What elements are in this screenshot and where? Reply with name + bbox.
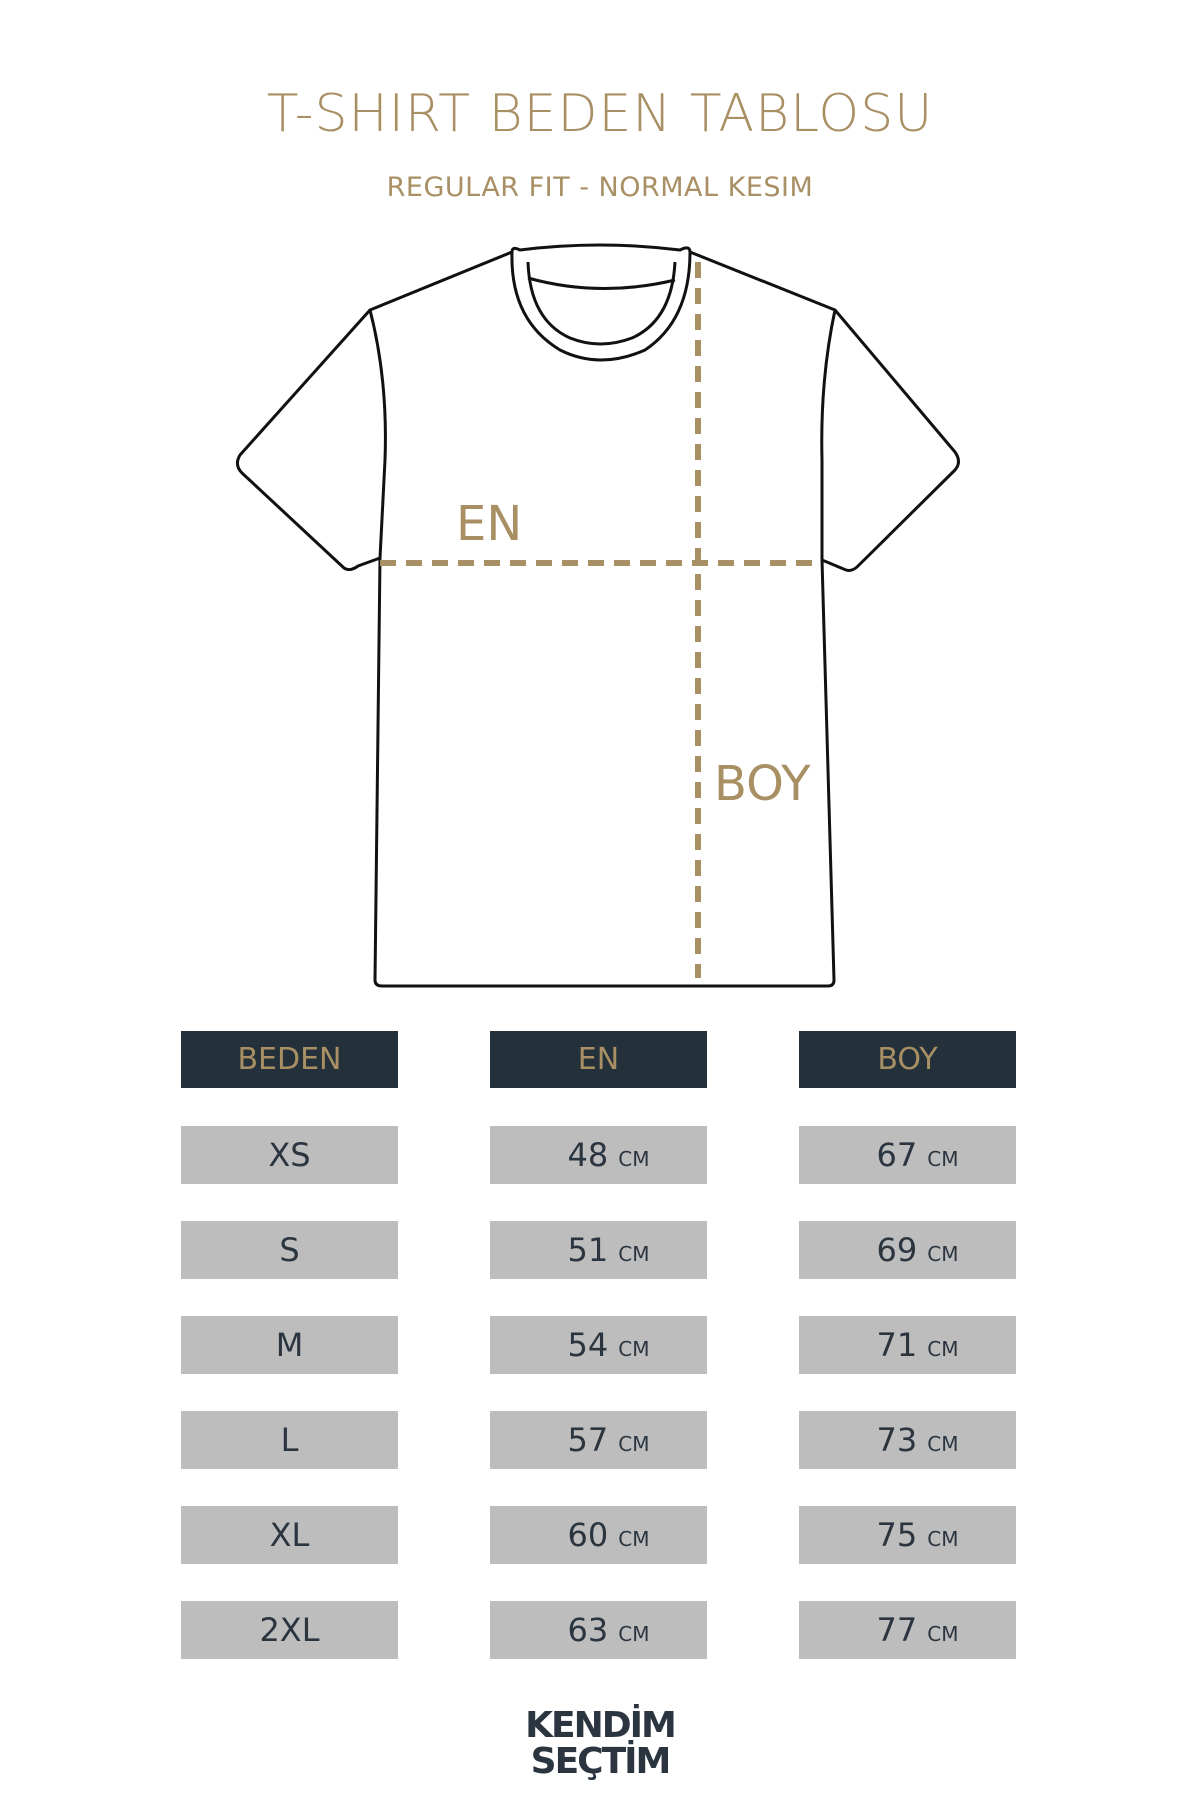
cell-value: L [280, 1421, 299, 1459]
table-cell-size: XL [181, 1506, 398, 1564]
cell-value: XS [268, 1136, 311, 1174]
table-cell-boy: 73 CM [799, 1411, 1016, 1469]
tshirt-diagram [235, 243, 960, 988]
table-cell-size: M [181, 1316, 398, 1374]
unit-label: CM [618, 1337, 650, 1361]
cell-value: XL [269, 1516, 310, 1554]
table-cell-size: L [181, 1411, 398, 1469]
brand-logo: KENDİM SEÇTİM [500, 1708, 700, 1780]
sleeve-seam-right [820, 309, 837, 560]
width-label: EN [456, 496, 523, 552]
collar-inner [526, 261, 677, 346]
table-cell-en: 63 CM [490, 1601, 707, 1659]
cell-value: 77 [876, 1611, 918, 1649]
tshirt-outline [235, 243, 960, 988]
header-boy: BOY [799, 1031, 1016, 1088]
cell-value: S [279, 1231, 300, 1269]
unit-label: CM [927, 1337, 959, 1361]
table-cell-en: 54 CM [490, 1316, 707, 1374]
table-cell-boy: 75 CM [799, 1506, 1016, 1564]
cell-value: 2XL [259, 1611, 320, 1649]
unit-label: CM [618, 1622, 650, 1646]
cell-value: 57 [567, 1421, 609, 1459]
table-cell-en: 48 CM [490, 1126, 707, 1184]
cell-value: 73 [876, 1421, 918, 1459]
table-cell-en: 57 CM [490, 1411, 707, 1469]
sleeve-seam-left [368, 309, 387, 559]
header-en: EN [490, 1031, 707, 1088]
collar-outer [510, 251, 692, 362]
unit-label: CM [618, 1432, 650, 1456]
unit-label: CM [927, 1622, 959, 1646]
cell-value: 51 [567, 1231, 609, 1269]
table-cell-en: 60 CM [490, 1506, 707, 1564]
unit-label: CM [927, 1147, 959, 1171]
unit-label: CM [618, 1147, 650, 1171]
table-cell-boy: 77 CM [799, 1601, 1016, 1659]
page-title: T-SHIRT BEDEN TABLOSU [266, 84, 934, 144]
unit-label: CM [927, 1432, 959, 1456]
logo-line2: SEÇTİM [530, 1741, 672, 1782]
table-cell-boy: 67 CM [799, 1126, 1016, 1184]
collar-band [527, 276, 676, 291]
unit-label: CM [927, 1527, 959, 1551]
table-cell-size: 2XL [181, 1601, 398, 1659]
unit-label: CM [927, 1242, 959, 1266]
cell-value: M [275, 1326, 304, 1364]
cell-value: 54 [567, 1326, 609, 1364]
table-cell-size: XS [181, 1126, 398, 1184]
header-beden: BEDEN [181, 1031, 398, 1088]
cell-value: 75 [876, 1516, 918, 1554]
cell-value: 71 [876, 1326, 918, 1364]
unit-label: CM [618, 1242, 650, 1266]
cell-value: 63 [567, 1611, 609, 1649]
cell-value: 48 [567, 1136, 609, 1174]
cell-value: 69 [876, 1231, 918, 1269]
cell-value: 67 [876, 1136, 918, 1174]
page-subtitle: REGULAR FIT - NORMAL KESIM [386, 172, 814, 203]
cell-value: 60 [567, 1516, 609, 1554]
table-cell-size: S [181, 1221, 398, 1279]
table-cell-boy: 69 CM [799, 1221, 1016, 1279]
table-cell-boy: 71 CM [799, 1316, 1016, 1374]
length-label: BOY [714, 756, 811, 812]
logo-line1: KENDİM [525, 1705, 677, 1746]
table-cell-en: 51 CM [490, 1221, 707, 1279]
unit-label: CM [618, 1527, 650, 1551]
